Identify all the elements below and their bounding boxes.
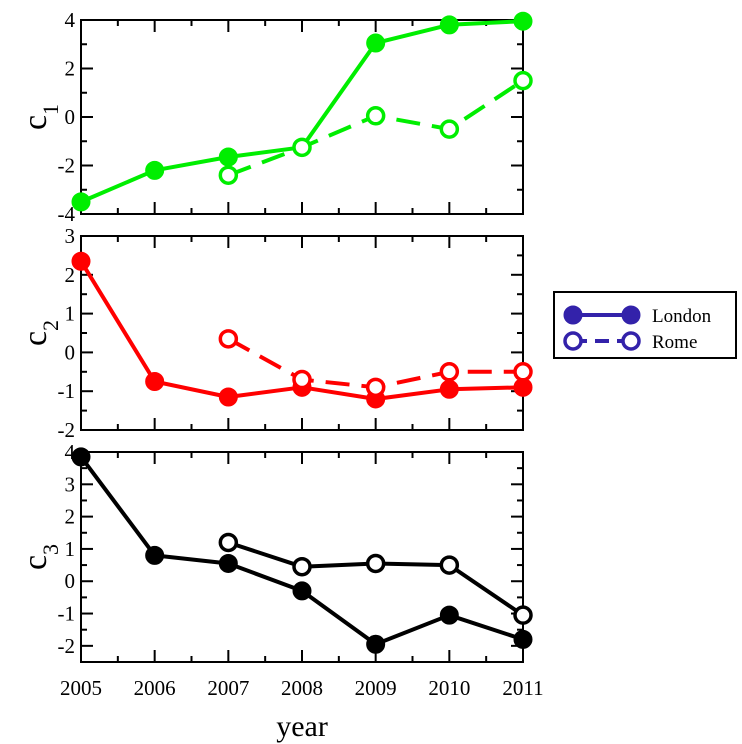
y-tick-label: -1 (58, 602, 76, 626)
data-point-london-c2 (439, 379, 459, 399)
data-point-rome-c2 (513, 362, 533, 382)
data-point-rome-c3 (365, 553, 386, 574)
x-tick-label: 2009 (355, 676, 397, 700)
y-axis-label-c1: c1 (17, 104, 63, 130)
legend-frame (553, 291, 737, 359)
x-tick-label: 2011 (502, 676, 543, 700)
series-line-rome-c1 (227, 78, 525, 178)
data-point-rome-c3 (513, 605, 533, 625)
data-point-rome-c1 (439, 119, 460, 139)
x-tick-label: 2010 (428, 676, 470, 700)
data-point-london-c3 (439, 605, 459, 625)
y-tick-label: 1 (65, 302, 76, 326)
data-point-london-c3 (71, 447, 91, 467)
y-tick-label: -1 (58, 379, 76, 403)
data-point-rome-c3 (439, 555, 460, 575)
data-point-london-c3 (145, 545, 165, 565)
data-point-london-c2 (71, 251, 91, 271)
data-point-london-c3 (513, 629, 533, 649)
data-point-london-c1 (145, 160, 165, 180)
y-tick-label: 1 (65, 537, 76, 561)
data-point-london-c1 (218, 147, 238, 167)
y-axis-label-c3: c3 (17, 544, 63, 570)
legend-label-london: London (652, 306, 712, 327)
x-tick-label: 2007 (207, 676, 249, 700)
legend-marker-london (563, 305, 583, 325)
data-point-london-c1 (513, 11, 533, 31)
y-tick-label: -2 (58, 418, 76, 442)
x-tick-label: 2006 (134, 676, 176, 700)
y-tick-label: 2 (65, 57, 76, 81)
x-axis-label: year (276, 710, 328, 743)
data-point-rome-c3 (292, 556, 312, 577)
data-point-london-c3 (218, 553, 238, 573)
y-tick-label: 3 (65, 472, 76, 496)
legend-marker-rome (621, 331, 641, 351)
y-tick-label: -2 (58, 154, 76, 178)
panel-c3: -2 -1 0 1 2 3 4 c3 2005 2006 2007 2008 2009 2010 2011 (17, 440, 544, 700)
legend: London Rome (553, 291, 737, 359)
legend-marker-london (621, 305, 641, 325)
data-point-rome-c2 (218, 329, 239, 349)
y-tick-label: 3 (65, 224, 76, 248)
data-point-london-c2 (145, 372, 165, 391)
chart-panels: -4 -2 0 2 4 c1 -2 -1 0 1 2 3 c2 -2 -1 0 1 2 3 4 c3 2005 2006 20… (17, 8, 544, 700)
data-point-london-c3 (292, 581, 312, 601)
data-point-london-c1 (366, 33, 386, 53)
panel-frame-c2 (80, 235, 524, 431)
y-tick-label: 4 (65, 8, 76, 32)
panel-c1: -4 -2 0 2 4 c1 (17, 8, 533, 226)
x-tick-label: 2005 (60, 676, 102, 700)
data-point-london-c1 (71, 192, 91, 212)
y-tick-label: 0 (65, 340, 76, 364)
data-point-rome-c3 (218, 532, 239, 553)
y-tick-label: -4 (58, 202, 76, 226)
data-point-rome-c2 (365, 377, 386, 398)
y-tick-label: 2 (65, 263, 76, 287)
data-point-london-c3 (366, 634, 386, 654)
panel-frame-c1 (80, 19, 524, 215)
y-tick-label: 4 (65, 440, 76, 464)
panel-c2: -2 -1 0 1 2 3 c2 (17, 224, 533, 442)
y-tick-label: -2 (58, 634, 76, 658)
y-tick-label: 0 (65, 569, 76, 593)
x-tick-label: 2008 (281, 676, 323, 700)
data-point-rome-c1 (365, 106, 386, 126)
y-tick-label: 0 (65, 105, 76, 129)
y-tick-label: 2 (65, 505, 76, 529)
data-point-london-c1 (439, 15, 459, 35)
legend-entries (563, 305, 641, 351)
legend-label-rome: Rome (652, 332, 697, 353)
data-point-rome-c2 (439, 362, 460, 382)
data-point-rome-c1 (218, 165, 239, 185)
data-point-rome-c1 (513, 70, 533, 91)
data-point-london-c2 (218, 387, 238, 407)
legend-marker-rome (563, 331, 583, 351)
data-point-rome-c2 (292, 369, 312, 390)
data-point-rome-c1 (292, 137, 312, 158)
y-axis-label-c2: c2 (17, 320, 63, 346)
